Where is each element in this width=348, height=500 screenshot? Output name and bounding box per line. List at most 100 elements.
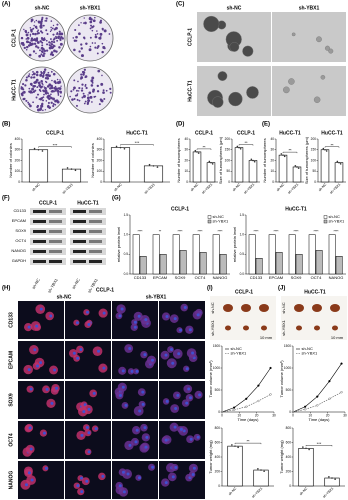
y-tick-label: 100	[97, 169, 103, 173]
panel-label: (H)	[2, 286, 10, 292]
colony	[20, 86, 23, 88]
y-tick-label: 300	[97, 148, 103, 152]
dot	[208, 160, 211, 163]
nucleus	[29, 387, 33, 391]
x-tick-label: sh-YBX1	[329, 182, 341, 194]
bar	[61, 168, 82, 183]
nucleus	[80, 433, 84, 437]
colony	[49, 84, 51, 87]
y-tick-label: 150	[311, 148, 317, 152]
colony	[42, 109, 44, 112]
colony	[75, 35, 78, 39]
colony	[98, 103, 101, 106]
band	[33, 240, 46, 243]
nucleus	[126, 472, 130, 476]
panel-label: (B)	[2, 122, 10, 128]
nucleus	[87, 407, 91, 411]
nucleus	[196, 435, 200, 439]
chart-title: HuCC-T1	[321, 130, 343, 136]
bar	[255, 258, 263, 275]
point	[245, 397, 248, 400]
legend-label: sh-YBX1	[302, 351, 319, 356]
colony	[84, 21, 87, 25]
colony	[32, 27, 35, 30]
y-tick-label: 0	[218, 484, 220, 488]
nucleus	[189, 437, 193, 441]
colony	[40, 53, 43, 56]
y-tick-label: 0	[100, 180, 102, 184]
panel-label: (A)	[2, 2, 10, 8]
nucleus	[27, 325, 31, 329]
nucleus	[173, 425, 177, 429]
bar	[132, 234, 140, 275]
tumor-image	[281, 296, 347, 340]
colony	[90, 84, 94, 87]
nucleus	[165, 314, 169, 318]
panel-label: (G)	[112, 196, 121, 202]
nucleus	[188, 328, 192, 332]
colony	[52, 72, 56, 76]
nucleus	[53, 368, 57, 372]
tumor	[241, 304, 251, 312]
colony	[42, 99, 45, 102]
blot	[30, 208, 66, 215]
colony	[22, 42, 24, 44]
colony	[25, 38, 28, 40]
significance: ****	[138, 230, 144, 234]
legend-label: sh-YBX1	[329, 219, 346, 224]
colony	[56, 89, 60, 93]
colony	[36, 32, 39, 35]
chart-title: CCLP-1	[46, 130, 64, 136]
y-axis-label: Size of tumorspheres (μm)	[218, 136, 223, 184]
colony	[20, 93, 23, 96]
colony	[40, 71, 43, 75]
tumor	[296, 325, 302, 331]
colony	[43, 93, 45, 96]
x-tick-label: sh-NC	[299, 486, 309, 496]
y-tick-label: 0.0	[240, 272, 245, 276]
line	[221, 367, 271, 413]
colony	[42, 84, 44, 86]
panel-label: (C)	[176, 2, 184, 8]
legend-swatch	[207, 219, 212, 224]
panel-label: (J)	[278, 286, 285, 292]
y-tick-label: 0.5	[124, 252, 129, 256]
dot	[302, 446, 304, 448]
dot	[296, 166, 298, 168]
colony	[27, 101, 30, 104]
colony	[34, 32, 37, 36]
dot	[119, 146, 122, 149]
band	[33, 220, 46, 223]
dot	[33, 147, 36, 150]
colony	[39, 97, 43, 101]
colony	[47, 101, 50, 104]
x-tick-label: sh-NC	[276, 182, 286, 192]
colony	[83, 37, 86, 40]
sphere-image	[272, 12, 346, 62]
colony	[31, 87, 35, 91]
y-tick-label: 600	[215, 440, 221, 444]
nucleus	[50, 401, 54, 405]
row-label: CCLP-1	[11, 29, 17, 47]
colony	[31, 28, 33, 31]
colony	[71, 98, 74, 101]
row-label: OCT4	[8, 433, 14, 447]
bar	[192, 234, 200, 275]
nucleus	[128, 347, 132, 351]
colony	[58, 46, 61, 49]
tumor	[259, 304, 269, 312]
tumor	[294, 304, 304, 312]
row-label: SOX9	[8, 393, 14, 407]
colony	[73, 79, 76, 82]
y-tick-label: 200	[311, 137, 317, 141]
dot	[236, 145, 239, 148]
tumor	[223, 304, 233, 312]
legend-label: sh-NC	[213, 214, 224, 219]
column-header: sh-YBX1	[146, 294, 167, 300]
colony	[84, 100, 87, 103]
colony	[83, 68, 86, 71]
nucleus	[192, 466, 196, 470]
nucleus	[185, 401, 189, 405]
colony	[35, 70, 39, 74]
colony	[25, 99, 28, 102]
